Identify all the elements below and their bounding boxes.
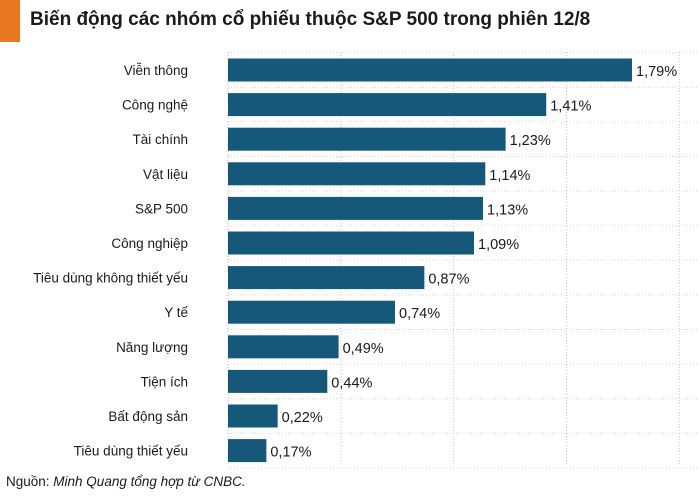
value-label: 1,23%	[510, 133, 551, 149]
bar	[228, 300, 396, 324]
bar	[228, 369, 328, 393]
bar-chart: Viễn thông 1,79% Công nghệ 1,41% Tài chính 1,…	[33, 52, 698, 469]
value-label: 1,09%	[478, 237, 519, 253]
value-label: 0,87%	[428, 272, 469, 288]
bar	[228, 162, 486, 186]
value-label: 1,14%	[489, 168, 530, 184]
bar	[228, 266, 425, 290]
category-label: Bất động sản	[108, 409, 188, 424]
category-label: Công nghệ	[122, 98, 188, 113]
category-label: Tiêu dùng thiết yếu	[74, 444, 188, 459]
value-label: 1,79%	[636, 64, 677, 80]
grid-layer	[227, 52, 698, 469]
category-label: Công nghiệp	[111, 236, 188, 251]
bar	[228, 335, 339, 359]
value-label: 0,17%	[270, 445, 311, 461]
category-label: Năng lượng	[116, 340, 188, 355]
category-label: Tiện ích	[140, 374, 188, 389]
bar	[228, 439, 267, 463]
value-label: 0,49%	[343, 341, 384, 357]
bar	[228, 127, 506, 151]
bar	[228, 93, 547, 117]
category-label: Viễn thông	[124, 63, 188, 78]
title-accent-bar	[0, 0, 20, 42]
category-label: Y tế	[164, 305, 188, 320]
value-label: 0,22%	[282, 410, 323, 426]
labels-layer: Viễn thông 1,79% Công nghệ 1,41% Tài chính 1,…	[33, 63, 677, 461]
bar	[228, 404, 278, 428]
bar	[228, 231, 475, 255]
value-label: 0,74%	[399, 306, 440, 322]
bars-layer	[228, 58, 632, 463]
value-label: 1,41%	[550, 99, 591, 115]
category-label: Vật liệu	[143, 167, 188, 182]
source-note: Nguồn: Minh Quang tổng hợp từ CNBC.	[6, 474, 246, 489]
chart-title: Biến động các nhóm cổ phiếu thuộc S&P 50…	[30, 9, 591, 30]
category-label: Tiêu dùng không thiết yếu	[33, 271, 188, 286]
category-label: S&P 500	[135, 201, 188, 216]
value-label: 0,44%	[331, 375, 372, 391]
bar	[228, 58, 632, 82]
source-prefix: Nguồn:	[6, 474, 54, 489]
category-label: Tài chính	[132, 132, 188, 147]
bar	[228, 196, 484, 220]
value-label: 1,13%	[487, 202, 528, 218]
source-text: Minh Quang tổng hợp từ CNBC.	[53, 474, 246, 489]
